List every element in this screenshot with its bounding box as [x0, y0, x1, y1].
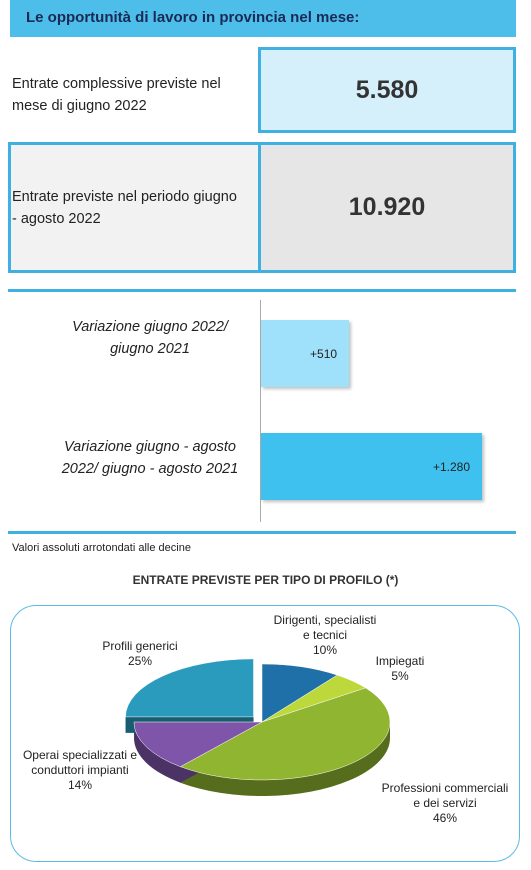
- pie-value-label: 14%: [67, 778, 93, 792]
- value-label: +1.280: [432, 459, 470, 474]
- pie-value-label: 5%: [391, 669, 409, 683]
- pie-category: Professioni commerciali e dei servizi 46%: [381, 781, 509, 825]
- bar: +1.280: [261, 433, 482, 500]
- slice: [261, 663, 338, 723]
- kpi-label: Entrate complessive previste nel mese di…: [12, 76, 221, 114]
- axis-line: [260, 300, 261, 522]
- pie-category: Profili generici 25%: [80, 639, 200, 669]
- bar: +510: [261, 320, 350, 387]
- kpi-value: 10.920: [258, 142, 516, 273]
- pie-frame: [10, 605, 520, 862]
- kpi-value: 5.580: [258, 47, 516, 133]
- pie-value-label: 10%: [312, 643, 338, 657]
- value-label: +510: [310, 346, 338, 361]
- slice: [133, 721, 263, 767]
- pie-category: Dirigenti, specialisti e tecnici 10%: [270, 613, 380, 658]
- category-label: Variazione giugno 2022/ giugno 2021: [72, 319, 228, 357]
- divider: [8, 531, 516, 534]
- pie-category: Impiegati 5%: [360, 654, 440, 684]
- note: Valori assoluti arrotondati alle decine: [12, 542, 191, 554]
- category-label: Variazione giugno - agosto 2022/ giugno …: [61, 439, 239, 477]
- pie-value-label: 46%: [432, 811, 458, 825]
- pie-value-label: 25%: [127, 654, 153, 668]
- header-title: Le opportunità di lavoro in provincia ne…: [26, 9, 360, 26]
- pie-title: ENTRATE PREVISTE PER TIPO DI PROFILO (*): [132, 573, 399, 587]
- pie-category: Operai specializzati e conduttori impian…: [20, 748, 140, 793]
- header: Le opportunità di lavoro in provincia ne…: [10, 0, 516, 37]
- slice: [179, 687, 391, 781]
- divider: [8, 289, 516, 292]
- kpi-label: Entrate previste nel periodo giugno - ag…: [12, 189, 237, 227]
- slice: [125, 658, 254, 718]
